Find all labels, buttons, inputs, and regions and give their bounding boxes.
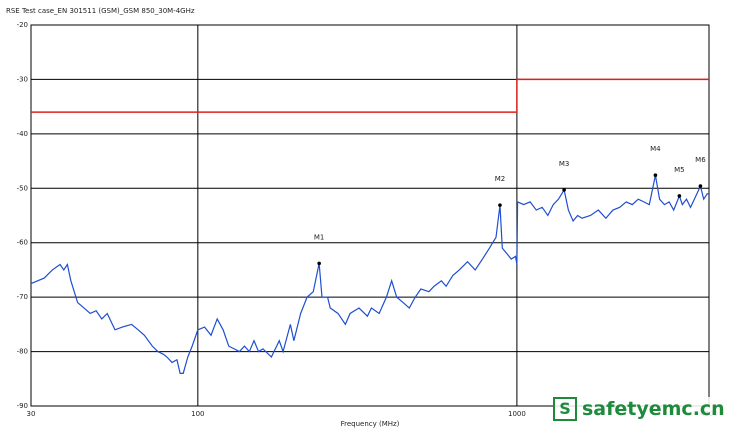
marker-label: M1	[314, 233, 325, 241]
marker-label: M4	[650, 145, 661, 153]
marker-point	[677, 194, 682, 198]
y-tick-label: -90	[17, 402, 28, 410]
marker-point	[653, 173, 658, 178]
x-tick-label: 30	[27, 410, 36, 418]
plot-area	[30, 24, 710, 407]
x-tick-label: 1000	[508, 410, 526, 418]
x-axis-label: Frequency (MHz)	[341, 420, 400, 428]
y-tick-label: -50	[17, 184, 28, 192]
marker-point	[562, 188, 566, 192]
watermark: S safetyemc.cn	[553, 397, 725, 421]
marker-label: M5	[674, 166, 685, 174]
chart-title: RSE Test case_EN 301511 (GSM)_GSM 850_30…	[6, 7, 195, 15]
y-tick-label: -40	[17, 130, 28, 138]
y-tick-label: -30	[17, 75, 28, 83]
y-tick-label: -80	[17, 348, 28, 356]
y-tick-label: -70	[17, 293, 28, 301]
marker-label: M3	[559, 160, 570, 168]
series-line	[30, 175, 709, 374]
marker-point	[698, 184, 703, 188]
series-line	[31, 78, 709, 113]
marker-label: M6	[695, 156, 706, 164]
watermark-text: safetyemc.cn	[582, 398, 725, 420]
marker-point	[498, 203, 502, 207]
y-tick-label: -60	[17, 239, 28, 247]
watermark-icon: S	[553, 397, 577, 421]
marker-point	[317, 261, 321, 266]
x-tick-label: 100	[191, 410, 204, 418]
y-tick-label: -20	[17, 21, 28, 29]
marker-label: M2	[495, 175, 506, 183]
